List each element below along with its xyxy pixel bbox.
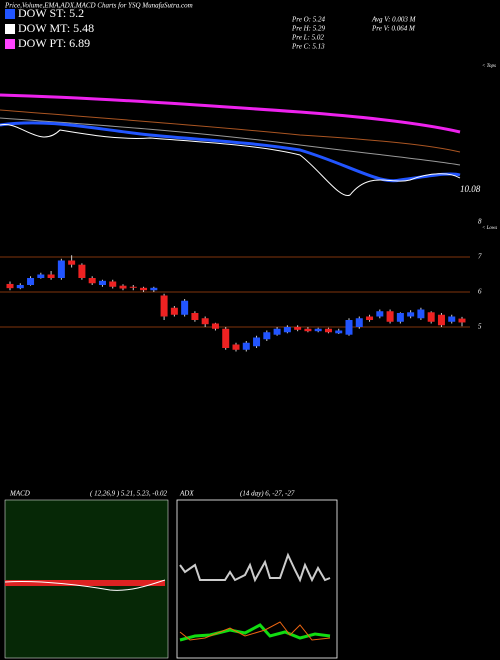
candle-body (263, 332, 271, 340)
candle-body (211, 323, 219, 329)
lows: < Lows (482, 226, 497, 231)
candle-body (314, 328, 322, 332)
candle-body (129, 286, 137, 288)
candle-body (396, 313, 404, 322)
candle-body (160, 295, 168, 317)
candle-body (109, 281, 117, 287)
stat: Pre O: 5.24 (291, 16, 325, 24)
legend-swatch (5, 39, 15, 49)
ema-mid (0, 117, 461, 166)
candle-body (345, 320, 353, 335)
macd-params: ( 12,26,9 ) 5.21, 5.23, -0.02 (90, 490, 167, 498)
candle-body (222, 328, 230, 348)
candle-body (47, 274, 55, 278)
di-minus (179, 621, 331, 641)
candle-body (294, 327, 302, 330)
candle-body (201, 318, 209, 325)
adx-label: ADX (179, 490, 194, 498)
candle-body (304, 328, 312, 332)
candle-body (170, 307, 178, 315)
price-panel: 5 6 7 8 (0, 218, 482, 352)
candle-body (253, 337, 261, 347)
di-plus (179, 623, 331, 642)
candle-body (448, 316, 456, 322)
candle-body (6, 283, 14, 289)
ema-lines (0, 93, 461, 196)
candle-body (78, 264, 86, 278)
candle-body (324, 328, 332, 333)
ema-long (0, 109, 461, 153)
candle-body (386, 311, 394, 322)
candle-body (355, 318, 363, 327)
stat: Pre V: 0.064 M (371, 25, 416, 33)
candle-body (191, 313, 199, 320)
ema-st (0, 121, 461, 183)
candle-body (150, 287, 158, 291)
candle-body (68, 260, 76, 265)
candle-body (27, 278, 35, 285)
legend-swatch (5, 24, 15, 34)
y-tick-label: 6 (478, 288, 482, 296)
candle-body (366, 316, 374, 320)
stat: Pre H: 5.29 (291, 25, 325, 33)
legend-text: DOW MT: 5.48 (18, 21, 94, 35)
stat: Pre C: 5.13 (291, 43, 325, 51)
candle-body (458, 318, 466, 323)
ema-last: 10.08 (460, 184, 481, 194)
candle-body (119, 285, 127, 289)
tops: < Tops (482, 64, 496, 69)
candle-body (242, 342, 250, 350)
candle-body (417, 309, 425, 319)
candle-body (57, 260, 65, 278)
legend-text: DOW PT: 6.89 (18, 36, 90, 50)
macd-hist (5, 580, 165, 586)
candle-body (335, 330, 343, 334)
macd-line (4, 579, 166, 591)
candle-body (16, 285, 24, 289)
ema-pt (0, 93, 461, 134)
candle-body (37, 274, 45, 278)
legend-text: DOW ST: 5.2 (18, 6, 84, 20)
stat: Pre L: 5.02 (291, 34, 324, 42)
candle-body (98, 280, 106, 285)
candle-body (407, 312, 415, 317)
candle-body (283, 327, 291, 333)
adx-params: (14 day) 6, -27, -27 (240, 490, 295, 498)
price-line (0, 123, 461, 196)
y-tick-label: 5 (478, 323, 482, 331)
candle-body (232, 344, 240, 350)
adx-line (179, 552, 331, 583)
candle-body (273, 328, 281, 335)
legend-swatch (5, 9, 15, 19)
candle-body (427, 312, 435, 322)
y-tick-label: 8 (478, 218, 482, 226)
stat: Avg V: 0.003 M (371, 16, 417, 24)
candle-body (88, 278, 96, 284)
candle-body (140, 287, 148, 291)
candle-body (181, 300, 189, 315)
macd-label: MACD (9, 490, 30, 498)
candle-body (376, 311, 384, 317)
candle-body (437, 314, 445, 326)
title: Price,Volume,EMA,ADX,MACD Charts for YSQ… (4, 2, 193, 10)
macd-panel (4, 499, 169, 659)
y-tick-label: 7 (478, 253, 482, 261)
